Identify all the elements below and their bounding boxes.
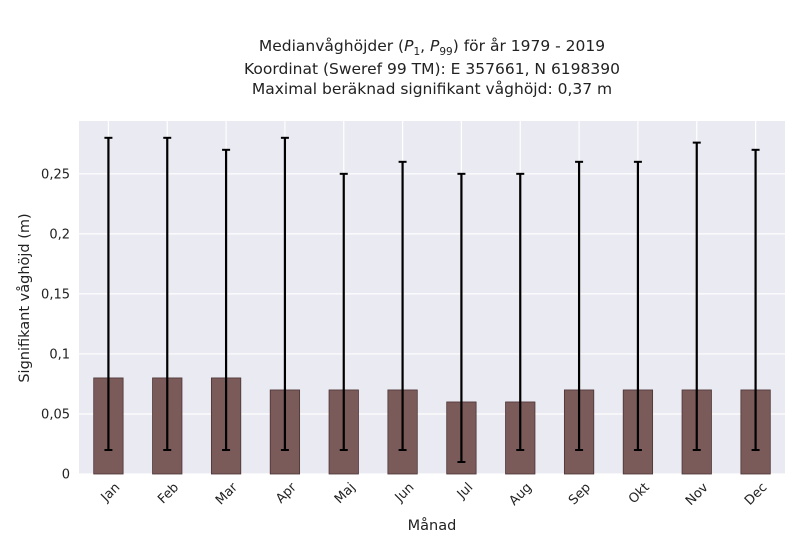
x-tick-label: Okt [626,480,653,507]
x-tick-label: Jan [98,480,123,505]
x-tick-label: Mar [213,480,241,508]
x-tick-label: Nov [683,480,712,509]
error-bar-mar [222,148,231,451]
y-tick-label: 0 [62,468,70,483]
x-tick-label: Sep [566,480,594,508]
chart-title-line-3: Maximal beräknad signifikant våghöjd: 0,… [252,80,612,98]
y-tick-label: 0,15 [41,287,70,302]
x-axis-label: Månad [408,517,457,534]
error-bar-dec [751,148,760,451]
y-axis-ticks: 0 0,05 0,1 0,15 0,2 0,25 [41,167,70,482]
error-bars [104,136,760,463]
error-bar-jan [104,136,113,451]
y-tick-label: 0,1 [49,347,70,362]
x-tick-label: Aug [507,480,536,509]
error-bar-sep [575,160,584,451]
x-tick-label: Dec [742,480,770,508]
plot-area [79,121,785,474]
x-tick-label: Jul [454,480,476,502]
x-tick-label: Jun [392,480,418,506]
x-tick-label: Maj [332,480,359,507]
x-axis-ticks: Jan Feb Mar Apr Maj Jun Jul Aug Sep Okt Nov Dec [98,480,771,509]
error-bar-jun [398,160,407,451]
x-tick-label: Feb [155,480,182,507]
error-bar-okt [633,160,642,451]
error-bar-nov [692,141,701,451]
error-bar-maj [339,172,348,451]
error-bar-aug [516,172,525,451]
chart-title-line-1: Medianvåghöjder (P1, P99) för år 1979 - … [259,37,605,58]
chart-title: Medianvåghöjder (P1, P99) för år 1979 - … [244,37,620,98]
y-axis-label: Signifikant våghöjd (m) [16,213,33,382]
chart-title-line-2: Koordinat (Sweref 99 TM): E 357661, N 61… [244,60,620,78]
error-bar-jul [457,172,466,463]
x-tick-label: Apr [273,480,300,507]
y-tick-label: 0,2 [49,227,70,242]
y-tick-label: 0,25 [41,167,70,182]
y-tick-label: 0,05 [41,407,70,422]
error-bar-feb [163,136,172,451]
error-bar-apr [280,136,289,451]
